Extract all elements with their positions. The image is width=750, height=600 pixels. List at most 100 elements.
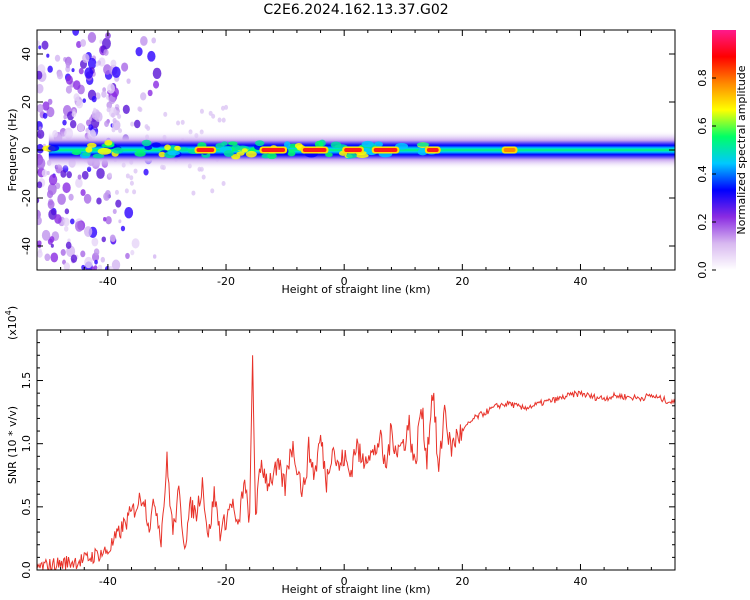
heatmap-cell bbox=[46, 53, 50, 58]
heatmap-cell bbox=[56, 71, 63, 80]
heatmap-cell bbox=[47, 200, 55, 210]
heatmap-peak bbox=[344, 148, 362, 152]
heatmap-cell bbox=[106, 107, 111, 113]
heatmap-cell bbox=[62, 182, 71, 194]
figure-title: C2E6.2024.162.13.37.G02 bbox=[263, 2, 448, 18]
spectrogram-xlabel: Height of straight line (km) bbox=[281, 283, 430, 296]
heatmap-cell bbox=[126, 78, 131, 84]
heatmap-cell bbox=[77, 174, 82, 180]
x-tick-label: 40 bbox=[573, 275, 587, 288]
heatmap-cell bbox=[64, 225, 69, 232]
heatmap-cell bbox=[124, 206, 134, 219]
heatmap-cell bbox=[95, 62, 99, 67]
heatmap-peak bbox=[196, 148, 215, 152]
heatmap-cell bbox=[346, 153, 358, 159]
y-tick-label: 40 bbox=[20, 47, 33, 61]
heatmap-cell bbox=[93, 248, 100, 256]
heatmap-cell bbox=[68, 193, 74, 201]
heatmap-cell bbox=[80, 250, 86, 258]
snr-panel: -40 -20 0 20 40 0.0 0.5 1.0 1.5 Height of straig… bbox=[4, 306, 676, 596]
x-tick-label: -40 bbox=[99, 275, 117, 288]
y-tick-label: -20 bbox=[20, 189, 33, 207]
y-tick-label: 0.0 bbox=[20, 561, 33, 579]
heatmap-cell bbox=[129, 175, 134, 181]
heatmap-cell bbox=[80, 39, 87, 47]
heatmap-cell bbox=[63, 114, 67, 120]
heatmap-cell bbox=[71, 150, 82, 156]
spectrogram-ylabel: Frequency (Hz) bbox=[6, 109, 19, 192]
heatmap-cell bbox=[37, 103, 44, 113]
snr-ticks: -40 -20 0 20 40 0.0 0.5 1.0 1.5 bbox=[20, 330, 676, 588]
heatmap-cell bbox=[38, 45, 42, 50]
heatmap-cell bbox=[199, 108, 204, 114]
heatmap-cell bbox=[41, 169, 48, 177]
heatmap-cell bbox=[42, 112, 48, 119]
heatmap-cell bbox=[82, 98, 87, 103]
heatmap-cell bbox=[109, 234, 116, 242]
heatmap-cell bbox=[83, 226, 93, 237]
heatmap-cell bbox=[178, 147, 189, 152]
heatmap-cell bbox=[66, 171, 72, 179]
heatmap-cell bbox=[72, 30, 80, 36]
heatmap-cell bbox=[47, 65, 53, 73]
heatmap-cell bbox=[82, 53, 90, 64]
heatmap-cell bbox=[94, 259, 98, 265]
colorbar-tick-label: 0.4 bbox=[696, 165, 709, 183]
snr-line-group bbox=[37, 355, 675, 570]
heatmap-cell bbox=[80, 189, 86, 196]
heatmap-cell bbox=[287, 150, 296, 157]
heatmap-cell bbox=[63, 262, 71, 270]
heatmap-cell bbox=[143, 168, 149, 176]
snr-frame bbox=[36, 329, 676, 571]
heatmap-cell bbox=[99, 39, 103, 44]
heatmap-cell bbox=[41, 40, 49, 50]
heatmap-cell bbox=[37, 157, 46, 170]
heatmap-peak bbox=[261, 148, 286, 152]
heatmap-cell bbox=[284, 141, 291, 148]
heatmap-cell bbox=[85, 119, 92, 127]
x-tick-label: -20 bbox=[217, 575, 235, 588]
snr-scale-exp: 4 bbox=[4, 310, 13, 315]
heatmap-cell bbox=[112, 208, 117, 215]
heatmap-cell bbox=[140, 36, 148, 46]
heatmap-cell bbox=[107, 265, 114, 270]
heatmap-cell bbox=[227, 141, 238, 146]
heatmap-cell bbox=[110, 59, 117, 68]
heatmap-cell bbox=[97, 147, 112, 155]
heatmap-cell bbox=[81, 170, 89, 180]
heatmap-cell bbox=[60, 221, 65, 226]
y-tick-label: 0 bbox=[20, 147, 33, 154]
heatmap-peak bbox=[373, 148, 398, 152]
heatmap-cell bbox=[208, 110, 213, 116]
heatmap-cell bbox=[87, 57, 97, 69]
heatmap-cell bbox=[164, 144, 171, 151]
heatmap-cell bbox=[44, 253, 51, 262]
heatmap-cell bbox=[47, 98, 53, 105]
heatmap-cell bbox=[48, 174, 58, 186]
heatmap-cell bbox=[144, 145, 153, 151]
heatmap-cell bbox=[37, 197, 40, 204]
heatmap-cell bbox=[140, 92, 147, 101]
heatmap-cell bbox=[361, 140, 374, 148]
heatmap-cell bbox=[96, 167, 105, 179]
colorbar-tick-label: 0.0 bbox=[696, 261, 709, 279]
heatmap-cell bbox=[103, 64, 112, 75]
x-tick-label: 40 bbox=[573, 575, 587, 588]
heatmap-cell bbox=[55, 182, 61, 190]
heatmap-cell bbox=[78, 67, 84, 75]
heatmap-cell bbox=[46, 106, 55, 118]
heatmap-cell bbox=[65, 75, 73, 85]
heatmap-cell bbox=[97, 264, 103, 270]
heatmap-cell bbox=[147, 89, 153, 97]
heatmap-cell bbox=[245, 150, 257, 158]
heatmap-cell bbox=[141, 139, 152, 147]
heatmap-cell bbox=[314, 140, 324, 148]
heatmap-cell bbox=[124, 188, 129, 194]
heatmap-cell bbox=[416, 142, 430, 147]
colorbar-label: Normalized spectral amplitude bbox=[735, 65, 748, 234]
heatmap-cell bbox=[91, 95, 97, 103]
heatmap-cell bbox=[76, 41, 82, 48]
y-tick-label: 1.5 bbox=[20, 372, 33, 390]
heatmap-cell bbox=[48, 145, 60, 152]
heatmap-peak bbox=[302, 148, 327, 152]
